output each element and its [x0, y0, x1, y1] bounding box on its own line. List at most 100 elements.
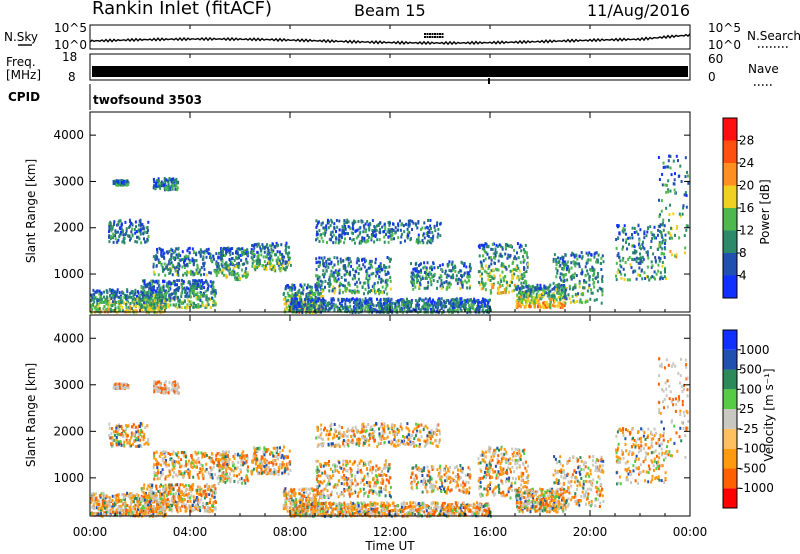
range-gate-cell	[294, 299, 297, 303]
range-gate-cell	[664, 238, 667, 242]
range-gate-cell	[327, 282, 330, 285]
range-gate-cell	[164, 273, 167, 277]
range-gate-cell	[664, 165, 667, 169]
range-gate-cell	[518, 245, 521, 249]
range-gate-cell	[408, 306, 411, 310]
range-gate-cell	[263, 260, 266, 264]
range-gate-cell	[468, 307, 470, 311]
range-gate-cell	[684, 191, 687, 195]
range-gate-cell	[192, 263, 195, 267]
range-gate-cell	[524, 279, 527, 283]
range-gate-cell	[686, 170, 688, 174]
range-gate-cell	[626, 278, 629, 282]
range-gate-cell	[564, 253, 567, 257]
range-gate-cell	[519, 243, 522, 247]
range-gate-cell	[586, 259, 589, 263]
range-gate-cell	[600, 268, 603, 271]
range-gate-cell	[271, 264, 274, 268]
range-gate-cell	[97, 507, 100, 511]
range-gate-cell	[430, 283, 433, 287]
range-gate-cell	[116, 500, 119, 504]
range-gate-cell	[315, 233, 318, 237]
range-gate-cell	[176, 283, 178, 287]
range-gate-cell	[412, 281, 415, 285]
range-gate-cell	[586, 269, 589, 273]
range-gate-cell	[567, 293, 570, 297]
range-gate-cell	[324, 265, 327, 269]
range-gate-cell	[356, 256, 359, 260]
range-gate-cell	[440, 275, 443, 279]
range-gate-cell	[526, 291, 529, 295]
range-gate-cell	[418, 287, 421, 290]
range-gate-cell	[146, 295, 149, 299]
range-gate-cell	[629, 236, 632, 240]
range-gate-cell	[542, 301, 545, 305]
range-gate-cell	[535, 286, 538, 289]
range-gate-cell	[162, 304, 165, 308]
range-gate-cell	[147, 512, 149, 516]
range-gate-cell	[236, 247, 239, 251]
range-gate-cell	[459, 278, 462, 282]
range-gate-cell	[210, 258, 213, 262]
range-gate-cell	[425, 286, 428, 290]
range-gate-cell	[596, 275, 599, 279]
range-gate-cell	[476, 299, 479, 303]
range-gate-cell	[431, 238, 434, 242]
range-gate-cell	[157, 512, 160, 516]
range-gate-cell	[344, 231, 347, 235]
range-gate-cell	[193, 302, 196, 305]
range-gate-cell	[114, 300, 117, 304]
range-gate-cell	[108, 301, 111, 305]
range-gate-cell	[168, 287, 170, 291]
range-gate-cell	[155, 292, 158, 296]
range-gate-cell	[584, 265, 587, 269]
range-gate-cell	[361, 286, 364, 289]
station-title: Rankin Inlet (fitACF)	[92, 0, 272, 19]
range-gate-cell	[492, 252, 495, 256]
range-gate-cell	[658, 215, 661, 219]
range-gate-cell	[453, 309, 456, 313]
range-gate-cell	[353, 241, 356, 245]
range-gate-cell	[406, 307, 409, 310]
range-gate-cell	[410, 275, 413, 279]
range-gate-cell	[317, 292, 320, 296]
range-gate-cell	[427, 230, 429, 234]
range-gate-cell	[559, 297, 562, 301]
range-gate-cell	[422, 304, 425, 308]
range-gate-cell	[131, 227, 133, 231]
range-gate-cell	[516, 242, 519, 246]
range-gate-cell	[341, 225, 344, 229]
range-gate-cell	[327, 266, 330, 269]
power-colorbar-swatch	[723, 118, 737, 141]
range-gate-cell	[365, 269, 368, 273]
range-gate-cell	[601, 254, 604, 258]
range-gate-cell	[675, 253, 678, 257]
range-gate-cell	[170, 177, 173, 181]
range-gate-cell	[457, 305, 460, 309]
range-gate-cell	[361, 257, 364, 261]
range-gate-cell	[668, 232, 671, 236]
range-gate-cell	[387, 299, 389, 303]
range-gate-cell	[110, 288, 113, 292]
range-gate-cell	[431, 230, 434, 234]
range-gate-cell	[266, 262, 269, 266]
range-gate-cell	[622, 267, 625, 271]
range-gate-cell	[299, 304, 302, 308]
range-gate-cell	[308, 290, 311, 294]
range-gate-cell	[319, 279, 322, 283]
range-gate-cell	[236, 262, 239, 266]
range-gate-cell	[494, 247, 497, 251]
range-gate-cell	[437, 302, 440, 306]
range-gate-cell	[156, 302, 159, 306]
range-gate-cell	[324, 304, 327, 308]
range-gate-cell	[343, 273, 346, 277]
range-gate-cell	[436, 286, 438, 290]
range-gate-cell	[563, 287, 566, 291]
range-gate-cell	[537, 287, 540, 291]
range-gate-cell	[642, 240, 644, 244]
range-gate-cell	[336, 309, 339, 313]
range-gate-cell	[325, 228, 328, 232]
range-gate-cell	[364, 259, 367, 263]
range-gate-cell	[455, 274, 458, 278]
nave-right-tick-bottom: 0	[708, 70, 716, 84]
